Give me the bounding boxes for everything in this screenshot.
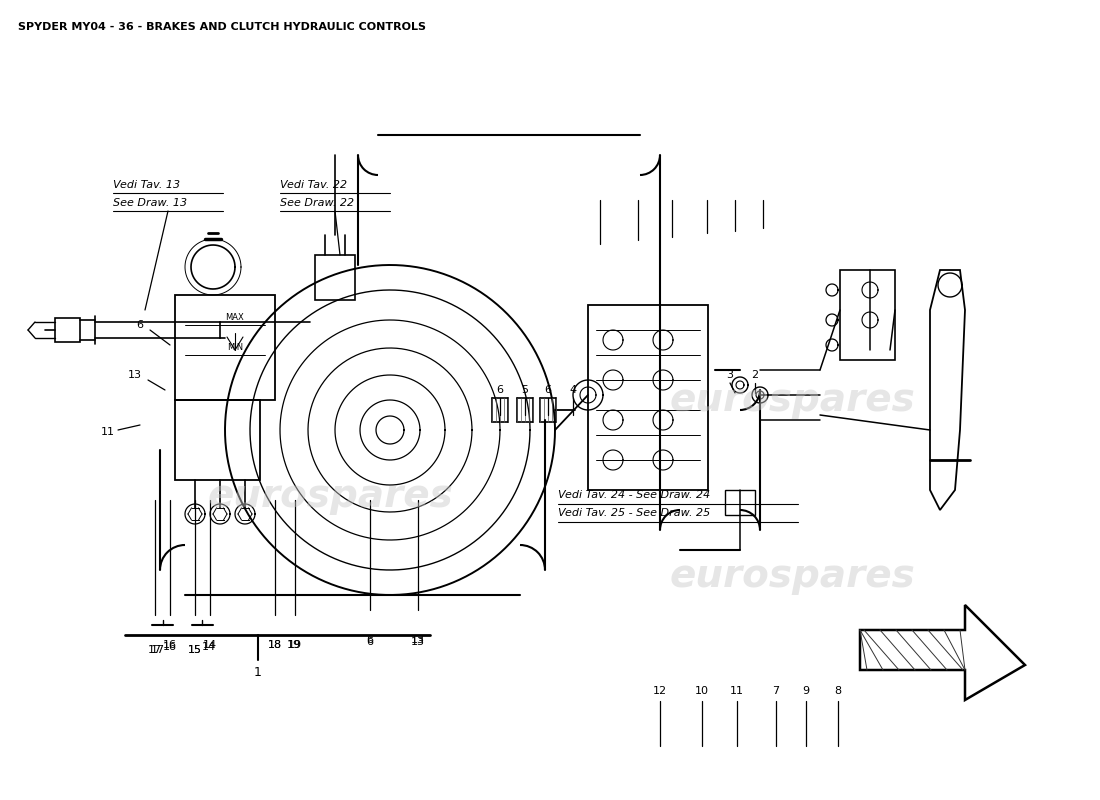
Text: 19: 19 [288, 640, 302, 650]
Text: eurospares: eurospares [207, 477, 453, 515]
Text: 6: 6 [544, 385, 551, 395]
Text: Vedi Tav. 13: Vedi Tav. 13 [113, 180, 180, 190]
Text: Vedi Tav. 25 - See Draw. 25: Vedi Tav. 25 - See Draw. 25 [558, 508, 711, 518]
Text: 11: 11 [730, 686, 744, 696]
Bar [840, 270, 895, 360]
Text: 9: 9 [803, 686, 810, 696]
Text: 13: 13 [411, 637, 425, 647]
Bar [725, 490, 755, 515]
Text: eurospares: eurospares [669, 557, 915, 595]
Text: 16: 16 [163, 642, 177, 652]
Text: 12: 12 [653, 686, 667, 696]
Polygon shape [860, 605, 1025, 700]
Text: 6: 6 [366, 635, 374, 645]
Text: See Draw. 13: See Draw. 13 [113, 198, 187, 208]
Text: See Draw. 22: See Draw. 22 [280, 198, 354, 208]
Text: MIN: MIN [227, 342, 243, 351]
Text: 14: 14 [202, 640, 217, 650]
Text: SPYDER MY04 - 36 - BRAKES AND CLUTCH HYDRAULIC CONTROLS: SPYDER MY04 - 36 - BRAKES AND CLUTCH HYD… [18, 22, 426, 32]
Text: 18: 18 [268, 640, 282, 650]
Text: 13: 13 [128, 370, 142, 380]
Text: 15: 15 [188, 645, 202, 655]
Text: 8: 8 [835, 686, 842, 696]
Text: 1: 1 [254, 666, 262, 678]
Text: 5: 5 [521, 385, 528, 395]
Text: 17: 17 [147, 645, 162, 655]
Bar [175, 295, 275, 400]
Bar [55, 318, 80, 342]
Text: Vedi Tav. 22: Vedi Tav. 22 [280, 180, 348, 190]
Text: 16: 16 [163, 640, 177, 650]
Text: 19: 19 [287, 640, 301, 650]
Text: 4: 4 [570, 385, 576, 395]
Text: 2: 2 [751, 370, 759, 380]
Bar [175, 400, 260, 480]
Text: 14: 14 [202, 642, 216, 652]
Text: 6: 6 [136, 320, 143, 330]
Text: MAX: MAX [226, 313, 244, 322]
Text: 3: 3 [726, 370, 734, 380]
Text: 7: 7 [772, 686, 779, 696]
Bar [588, 305, 708, 490]
Text: 17: 17 [151, 645, 165, 655]
Text: 13: 13 [411, 635, 425, 645]
Text: Vedi Tav. 24 - See Draw. 24: Vedi Tav. 24 - See Draw. 24 [558, 490, 711, 500]
Text: 18: 18 [268, 640, 282, 650]
Text: 11: 11 [101, 427, 116, 437]
Text: eurospares: eurospares [669, 381, 915, 419]
Text: 6: 6 [496, 385, 504, 395]
Bar [315, 255, 355, 300]
Text: 6: 6 [366, 637, 374, 647]
Text: 10: 10 [695, 686, 708, 696]
Text: 15: 15 [188, 645, 202, 655]
